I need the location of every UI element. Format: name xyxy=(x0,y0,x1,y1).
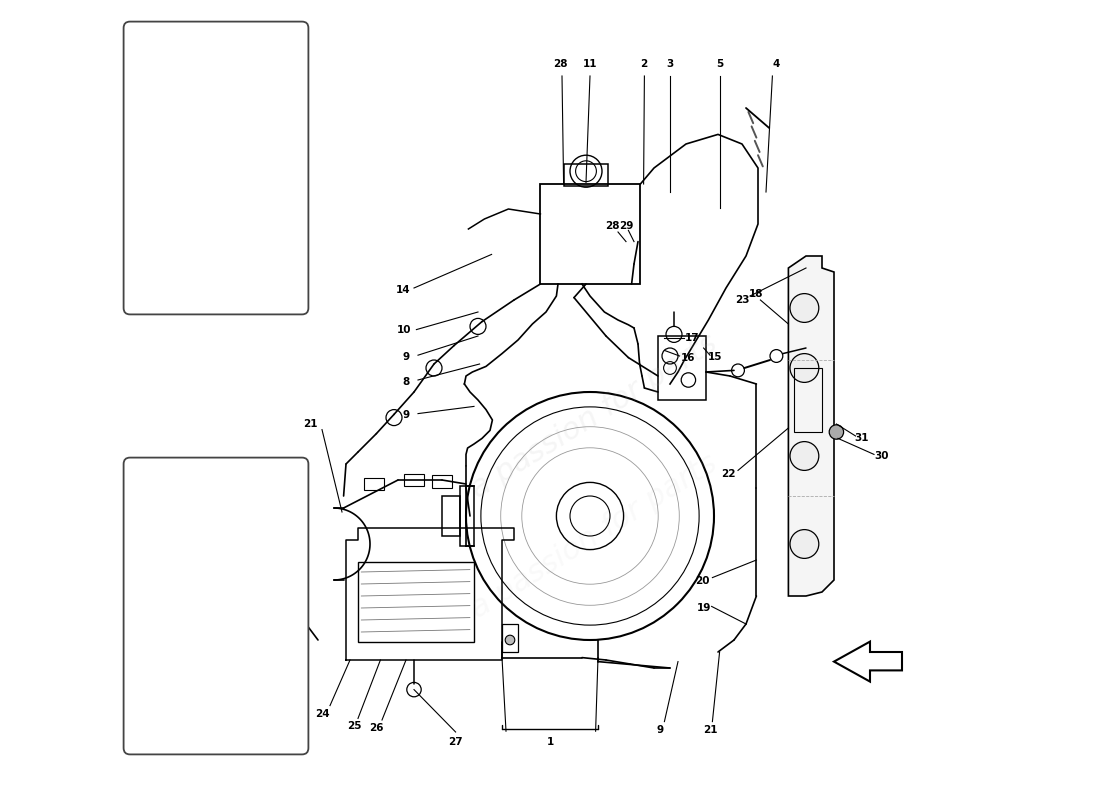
Bar xyxy=(364,478,384,490)
Bar xyxy=(405,474,424,486)
Text: 25: 25 xyxy=(346,721,361,730)
Bar xyxy=(358,562,474,642)
Circle shape xyxy=(790,530,818,558)
Text: 5: 5 xyxy=(716,59,723,69)
Text: 3: 3 xyxy=(667,59,673,69)
Text: 10: 10 xyxy=(397,326,411,335)
Text: a passion for parts: a passion for parts xyxy=(465,328,723,504)
Text: F1: F1 xyxy=(166,467,185,482)
FancyBboxPatch shape xyxy=(123,22,308,314)
Text: 13: 13 xyxy=(222,258,238,267)
Text: 8: 8 xyxy=(403,377,409,386)
Text: 29: 29 xyxy=(619,221,634,230)
Text: 21: 21 xyxy=(703,726,717,735)
Bar xyxy=(154,136,274,216)
Text: 23: 23 xyxy=(735,295,749,305)
Bar xyxy=(564,164,608,186)
Bar xyxy=(540,184,640,284)
Bar xyxy=(460,486,474,546)
Text: 26: 26 xyxy=(370,723,384,733)
Text: F1: F1 xyxy=(166,31,185,46)
Text: 12: 12 xyxy=(222,275,238,285)
Text: 9: 9 xyxy=(403,410,409,420)
Bar xyxy=(794,368,822,432)
Text: 11: 11 xyxy=(583,59,597,69)
Bar xyxy=(442,496,460,536)
Bar xyxy=(202,116,246,136)
Circle shape xyxy=(505,635,515,645)
Bar xyxy=(658,336,706,400)
Text: 9: 9 xyxy=(403,352,409,362)
Text: 7: 7 xyxy=(153,730,161,739)
Text: 2: 2 xyxy=(640,59,647,69)
Bar xyxy=(432,475,452,488)
Text: 17: 17 xyxy=(685,333,700,342)
Text: 20: 20 xyxy=(695,576,711,586)
Text: 9: 9 xyxy=(657,726,664,735)
Text: 30: 30 xyxy=(873,451,889,461)
Polygon shape xyxy=(789,256,834,596)
Text: 16: 16 xyxy=(680,353,695,362)
Text: 18: 18 xyxy=(748,290,763,299)
Bar xyxy=(502,624,518,652)
Text: 14: 14 xyxy=(396,285,411,294)
Text: a passion for parts: a passion for parts xyxy=(465,448,723,624)
Text: 27: 27 xyxy=(449,737,463,746)
Circle shape xyxy=(790,294,818,322)
Bar xyxy=(164,540,244,628)
Circle shape xyxy=(790,442,818,470)
Text: 31: 31 xyxy=(855,434,869,443)
Polygon shape xyxy=(834,642,902,682)
Text: 22: 22 xyxy=(722,469,736,478)
Circle shape xyxy=(790,354,818,382)
Text: 24: 24 xyxy=(315,709,329,718)
Text: 19: 19 xyxy=(696,603,711,613)
Text: 28: 28 xyxy=(553,59,568,69)
Text: 6: 6 xyxy=(192,731,200,741)
Circle shape xyxy=(829,425,844,439)
FancyBboxPatch shape xyxy=(123,458,308,754)
Text: 15: 15 xyxy=(707,352,722,362)
Text: 1: 1 xyxy=(547,737,553,746)
Bar xyxy=(164,640,217,684)
Text: 21: 21 xyxy=(302,419,317,429)
Text: 28: 28 xyxy=(605,221,619,230)
Text: 4: 4 xyxy=(772,59,780,69)
